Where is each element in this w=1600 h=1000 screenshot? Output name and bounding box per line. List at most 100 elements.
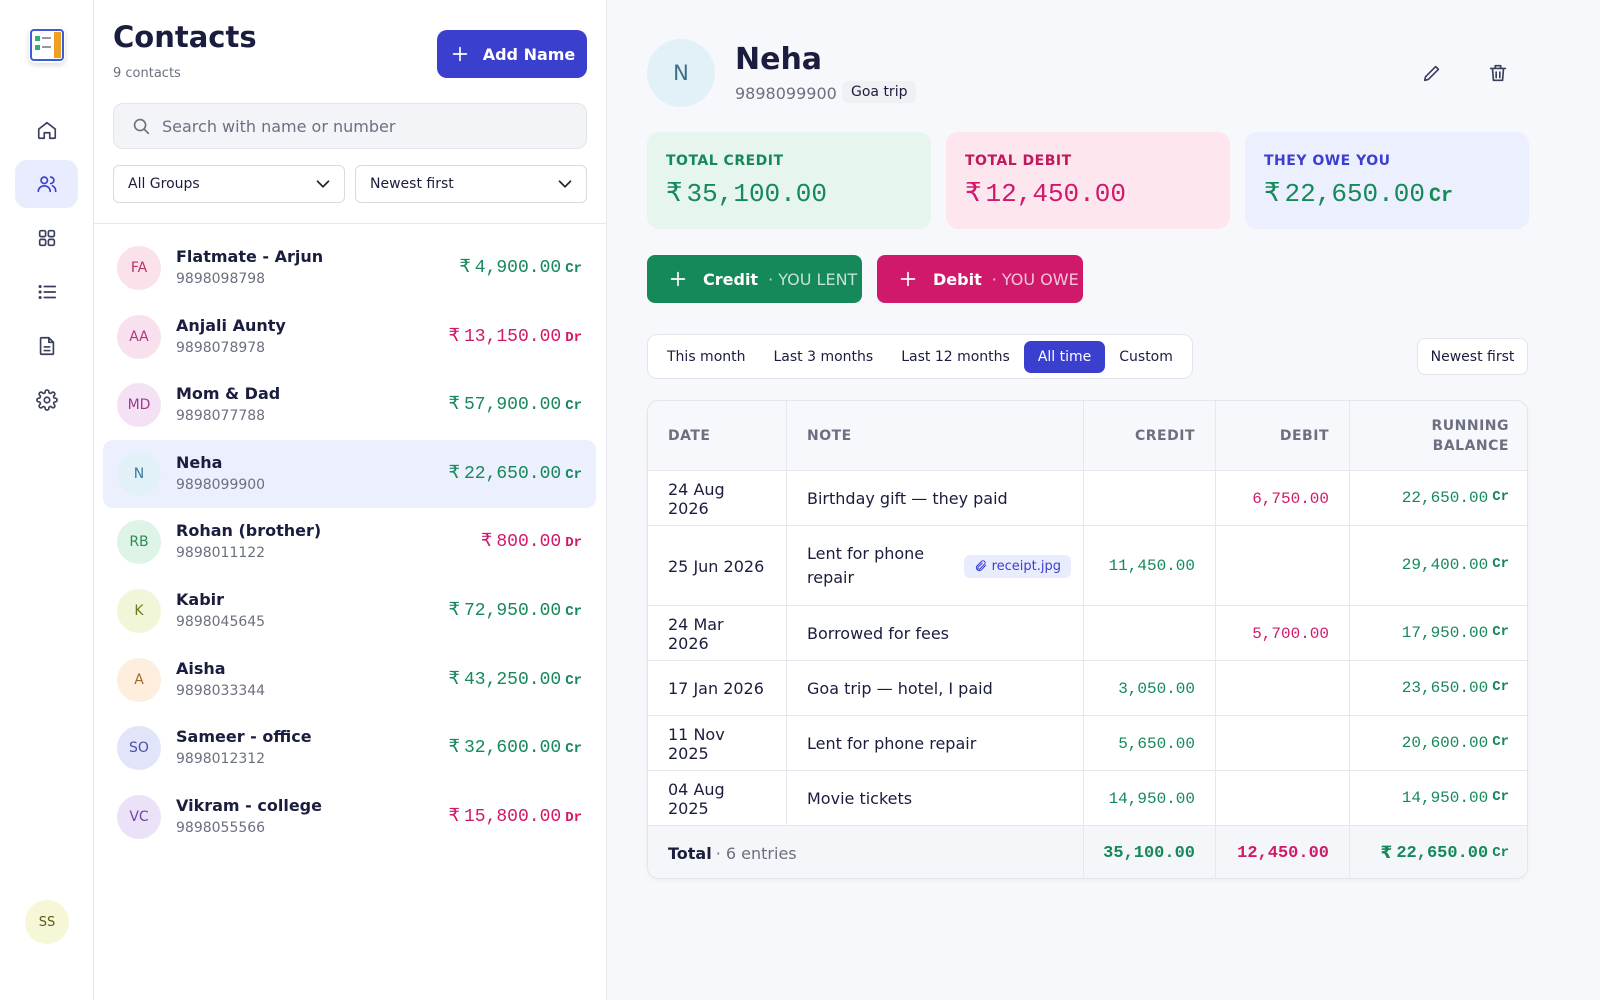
delete-button[interactable] <box>1487 62 1509 84</box>
nav-icon[interactable] <box>15 322 78 370</box>
contact-name: Flatmate - Arjun <box>176 247 324 266</box>
amount: 20,600.00 <box>1401 733 1489 752</box>
amount: 22,650.00 <box>1396 843 1489 863</box>
sort-button[interactable]: Newest first <box>1417 338 1528 375</box>
contact-balance: ₹72,950.00 Cr <box>449 599 582 621</box>
detail-panel: N Neha 9898099900 Goa trip TOTAL CREDIT ₹35,1… <box>607 0 1600 1000</box>
attachment-chip[interactable]: receipt.jpg <box>963 554 1071 578</box>
contact-row[interactable]: N Neha 9898099900 ₹22,650.00 Cr <box>103 439 596 508</box>
amount: 35,100.00 <box>1103 843 1195 863</box>
chevron <box>312 173 334 195</box>
currency: ₹ <box>1264 178 1281 208</box>
contact-balance: ₹43,250.00 Cr <box>449 668 582 690</box>
add-button[interactable]: Add Name <box>437 30 587 78</box>
cell: 20,600.00 Cr <box>1349 716 1527 771</box>
contact-balance: ₹32,600.00 Cr <box>449 736 582 758</box>
cell: 04 Aug 2025 <box>648 771 786 826</box>
period-tab[interactable]: Custom <box>1119 348 1173 365</box>
cell: DATE <box>648 401 786 471</box>
table-row: 25 Jun 2026 Lent for phone repair receipt.… <box>648 526 1527 606</box>
cell: DEBIT <box>1215 401 1349 471</box>
nav-icon[interactable] <box>15 376 78 424</box>
contacts-panel: Contacts 9 contacts Add Name Search with na… <box>94 0 607 1000</box>
cell <box>1083 471 1215 526</box>
cell: Goa trip — hotel, I paid <box>786 661 1083 716</box>
cell: RUNNING BALANCE <box>1349 401 1527 471</box>
cell: Movie tickets <box>786 771 1083 826</box>
balance-type: Cr <box>565 466 582 483</box>
contact-balance: ₹4,900.00 Cr <box>459 256 582 278</box>
cell: 24 Aug 2026 <box>648 471 786 526</box>
entry-date: 11 Nov 2025 <box>668 724 725 763</box>
column-header: CREDIT <box>1135 428 1195 444</box>
period-tab[interactable]: This month <box>667 348 746 365</box>
balance-type: Dr <box>565 535 582 552</box>
entry-date: 17 Jan 2026 <box>668 679 764 698</box>
entry-date: 24 Mar 2026 <box>668 614 724 653</box>
entry-note: Movie tickets <box>807 788 913 808</box>
stat-label: TOTAL DEBIT <box>965 153 1072 169</box>
contact-row[interactable]: A Aisha 9898033344 ₹43,250.00 Cr <box>103 646 596 714</box>
detail-phone: 9898099900 <box>735 84 837 103</box>
contact-balance: ₹22,650.00 Cr <box>449 462 582 484</box>
stat-amount: 22,650.00 <box>1284 179 1425 209</box>
cell: 14,950.00 Cr <box>1349 771 1527 826</box>
contact-name: Rohan (brother) <box>176 521 322 541</box>
group-tag: Goa trip <box>842 81 917 103</box>
entry-note: Lent for phone repair <box>807 544 925 587</box>
contact-row[interactable]: SO Sameer - office 9898012312 ₹32,600.00 Cr <box>103 714 596 782</box>
stat-amount: 35,100.00 <box>686 179 827 209</box>
period-tab[interactable]: All time <box>1023 340 1106 373</box>
group-filter[interactable]: All Groups <box>113 165 345 203</box>
chevron <box>554 173 576 195</box>
edit-button[interactable] <box>1421 62 1443 84</box>
table-row: 04 Aug 2025 Movie tickets 14,950.00 14,950.… <box>648 771 1527 826</box>
cell: 17 Jan 2026 <box>648 661 786 716</box>
entry-note: Lent for phone repair <box>807 733 977 753</box>
nav-icon[interactable] <box>15 268 78 316</box>
cell: 5,700.00 <box>1215 606 1349 661</box>
period-tab[interactable]: Last 3 months <box>773 348 874 365</box>
nav-icon[interactable] <box>15 214 78 262</box>
contact-phone: 9898077788 <box>176 408 266 425</box>
contact-avatar: RB <box>117 520 161 565</box>
cell: 12,450.00 <box>1215 826 1349 878</box>
column-header: DATE <box>668 428 711 444</box>
balance-type: Cr <box>565 741 582 758</box>
action-button[interactable]: Debit · YOU OWE <box>877 255 1083 303</box>
period-tab[interactable]: Last 12 months <box>901 348 1010 365</box>
contact-name: Aisha <box>176 658 226 678</box>
search-box[interactable]: Search with name or number <box>113 103 587 149</box>
sort-select[interactable]: Newest first <box>355 165 587 203</box>
contact-row[interactable]: VC Vikram - college 9898055566 ₹15,800.00 Dr <box>103 783 596 851</box>
currency: ₹ <box>448 324 460 346</box>
total-row: 35,100.00 12,450.00 ₹22,650.00 Cr <box>648 826 1527 878</box>
cell <box>1215 716 1349 771</box>
stat-amount: 12,450.00 <box>985 179 1126 209</box>
cell: 25 Jun 2026 <box>648 526 786 606</box>
stat-label: TOTAL CREDIT <box>666 153 784 169</box>
contact-phone: 9898078978 <box>176 339 266 356</box>
amount: 13,150.00 <box>463 326 562 347</box>
contact-avatar: A <box>117 657 161 702</box>
stat-card: TOTAL CREDIT ₹35,100.00 <box>647 132 931 229</box>
contact-row[interactable]: RB Rohan (brother) 9898011122 ₹800.00 Dr <box>103 508 596 576</box>
user-avatar[interactable]: SS <box>25 900 69 944</box>
nav-icon[interactable] <box>15 106 78 154</box>
action-hint: · YOU LENT <box>768 269 858 289</box>
period-filter: This month Last 3 months Last 12 months All… <box>647 334 1193 379</box>
action-button[interactable]: Credit · YOU LENT <box>647 255 862 303</box>
contact-row[interactable]: AA Anjali Aunty 9898078978 ₹13,150.00 Dr <box>103 303 596 371</box>
contact-avatar: MD <box>117 383 161 428</box>
nav-icon[interactable] <box>15 160 78 208</box>
contact-name: Mom & Dad <box>176 384 281 404</box>
contact-phone: 9898055566 <box>176 819 266 836</box>
contact-row[interactable]: FA Flatmate - Arjun 9898098798 ₹4,900.00 Cr <box>103 234 596 302</box>
currency: ₹ <box>448 736 460 758</box>
contact-row[interactable]: MD Mom & Dad 9898077788 ₹57,900.00 Cr <box>103 371 596 439</box>
stat-value: ₹12,450.00 <box>965 178 1126 209</box>
total-label: Total <box>668 843 712 863</box>
balance-type: Cr <box>1492 488 1509 505</box>
currency: ₹ <box>666 178 683 208</box>
contact-row[interactable]: K Kabir 9898045645 ₹72,950.00 Cr <box>103 577 596 645</box>
